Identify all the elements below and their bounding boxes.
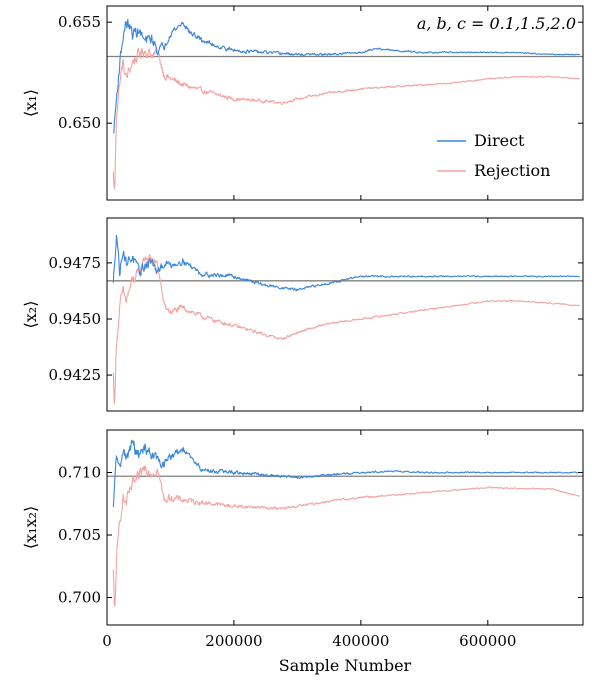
series-line-direct	[112, 439, 581, 508]
series-line-rejection	[112, 47, 581, 190]
y-axis-label: ⟨x₁⟩	[21, 89, 40, 117]
legend-label: Rejection	[474, 161, 550, 180]
y-tick-label: 0.705	[58, 526, 101, 544]
x-tick-label: 400000	[332, 632, 389, 650]
y-axis-label: ⟨x₂⟩	[21, 301, 40, 329]
y-tick-label: 0.650	[58, 114, 101, 132]
y-axis-label: ⟨x₁x₂⟩	[21, 506, 40, 549]
plot-frame	[106, 429, 584, 626]
legend-label: Direct	[474, 131, 525, 150]
y-tick-label: 0.655	[58, 13, 101, 31]
y-tick-label: 0.710	[58, 464, 101, 482]
series-line-direct	[113, 18, 580, 134]
x-tick-label: 0	[102, 632, 112, 650]
x-tick-label: 600000	[459, 632, 516, 650]
x-tick-label: 200000	[205, 632, 262, 650]
parameter-annotation: a, b, c = 0.1,1.5,2.0	[417, 14, 576, 33]
series-line-rejection	[112, 465, 581, 607]
y-tick-label: 0.9450	[49, 310, 102, 328]
y-tick-label: 0.9425	[49, 366, 102, 384]
y-tick-label: 0.700	[58, 589, 101, 607]
x-axis-label: Sample Number	[279, 656, 412, 675]
plot-frame	[106, 217, 584, 412]
series-line-rejection	[112, 253, 581, 405]
panel-3: 0.700 0.705 0.710 0 200000 400000 600000 ⟨x₁x₂⟩	[21, 429, 584, 650]
legend-entry-rejection: Rejection	[437, 161, 550, 180]
panel-1: 0.650 0.655 ⟨x₁⟩ a, b, c = 0.1,1.5,2.0 Direc…	[21, 5, 584, 201]
legend-entry-direct: Direct	[437, 131, 525, 150]
series-line-direct	[112, 234, 581, 292]
plot-frame	[106, 5, 584, 201]
panel-2: 0.9425 0.9450 0.9475 ⟨x₂⟩	[21, 217, 584, 412]
y-tick-label: 0.9475	[49, 254, 102, 272]
